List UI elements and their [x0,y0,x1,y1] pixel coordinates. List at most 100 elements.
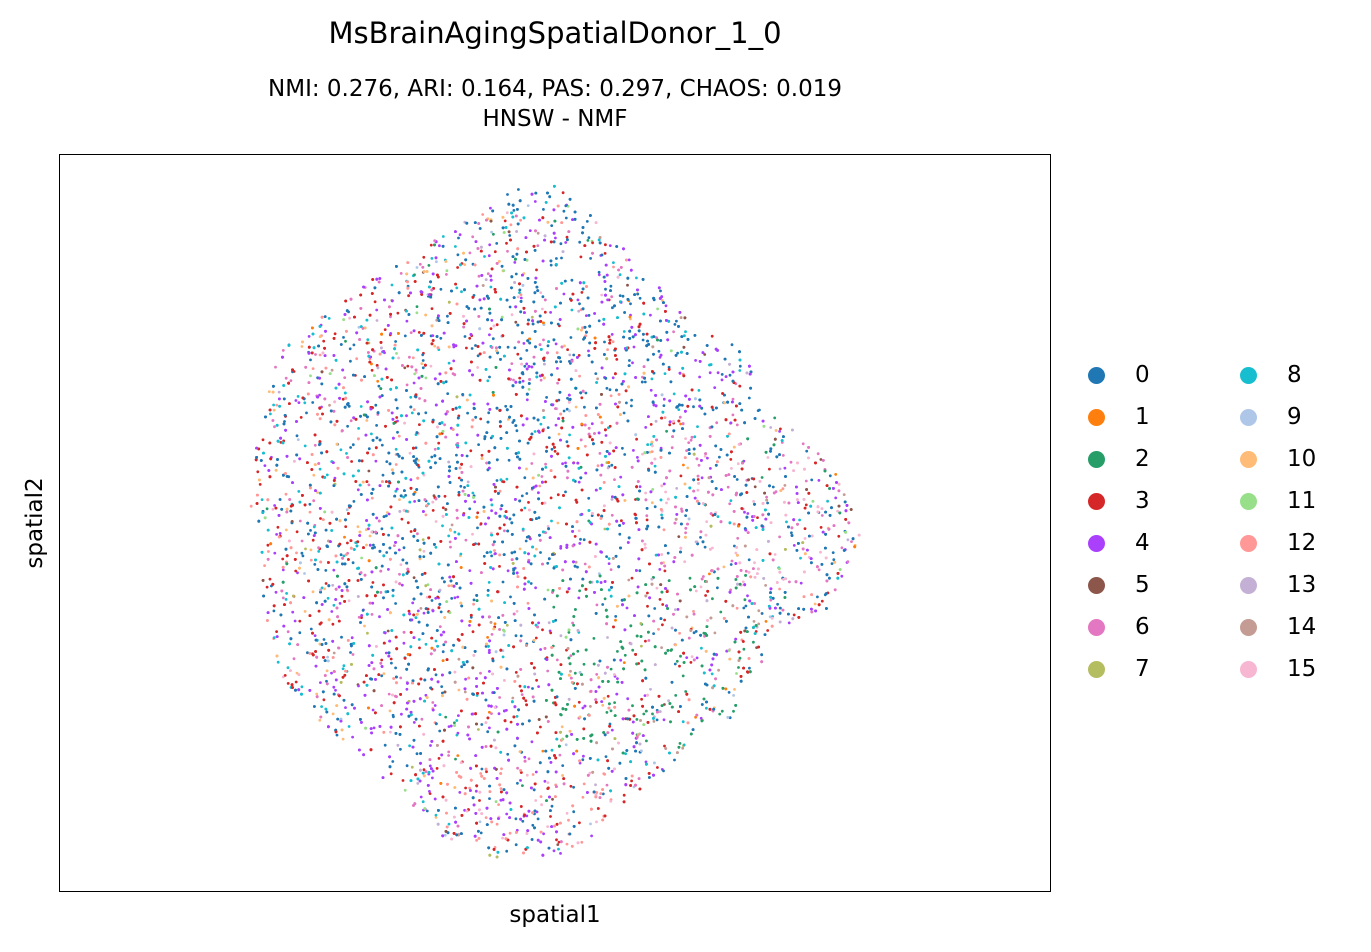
scatter-point [622,330,626,333]
scatter-point [516,781,519,785]
scatter-point [756,516,759,519]
scatter-point [619,658,623,662]
scatter-point [609,568,613,571]
scatter-point [495,822,499,826]
scatter-point [456,266,459,269]
scatter-point [486,379,490,383]
scatter-point [530,315,534,319]
scatter-point [677,535,681,538]
scatter-point [389,772,393,776]
scatter-point [561,416,565,420]
scatter-point [415,752,419,756]
scatter-point [514,671,518,674]
scatter-point [660,299,664,302]
scatter-point [716,371,720,375]
scatter-point [315,692,319,696]
scatter-point [698,375,701,379]
scatter-point [535,678,538,682]
scatter-point [400,583,404,587]
scatter-point [773,416,777,420]
scatter-point [419,795,423,799]
scatter-point [286,682,290,685]
scatter-point [443,494,447,498]
scatter-point [428,792,432,795]
scatter-point [313,443,317,447]
scatter-point [610,295,614,299]
scatter-point [616,677,619,680]
scatter-point [708,371,712,375]
scatter-point [842,493,846,496]
scatter-point [349,651,352,654]
scatter-point [651,712,654,716]
scatter-point [603,252,607,255]
scatter-point [483,437,487,441]
scatter-point [510,362,514,365]
scatter-point [342,336,345,339]
scatter-point [792,613,796,617]
scatter-point [431,701,435,704]
scatter-point [424,693,428,697]
scatter-point [719,610,723,614]
scatter-point [312,499,316,503]
scatter-point [456,253,460,257]
scatter-point [650,450,654,453]
scatter-point [438,729,442,733]
scatter-point [425,809,429,813]
scatter-point [309,358,312,362]
scatter-point [458,791,462,794]
scatter-point [366,338,370,341]
scatter-point [658,598,662,601]
scatter-point [295,551,298,555]
scatter-point [676,608,680,611]
scatter-point [431,509,435,512]
scatter-point [728,373,732,377]
scatter-point [631,361,634,365]
scatter-point [429,364,433,368]
scatter-point [352,343,356,347]
scatter-point [490,554,493,558]
scatter-point [424,642,428,646]
scatter-point [582,662,586,666]
scatter-point [572,623,575,627]
scatter-point [303,401,307,405]
scatter-point [261,438,265,442]
scatter-point [505,241,508,245]
scatter-point [658,568,662,571]
scatter-point [430,599,434,602]
scatter-point [388,709,392,713]
scatter-point [265,507,269,511]
scatter-point [311,590,315,594]
scatter-point [523,476,527,480]
scatter-point [711,408,715,412]
scatter-point [736,536,740,540]
scatter-point [710,672,714,676]
scatter-point [604,243,607,247]
scatter-point [539,795,543,798]
scatter-point [607,562,611,565]
scatter-point [434,520,438,523]
chart-title: MsBrainAgingSpatialDonor_1_0 [328,16,782,50]
scatter-point [663,703,666,706]
scatter-point [263,464,267,467]
scatter-point [583,562,587,566]
scatter-point [572,353,576,357]
scatter-point [673,662,677,666]
scatter-point [468,336,472,340]
scatter-point [685,449,688,452]
scatter-point [663,744,666,748]
scatter-point [308,510,312,514]
scatter-point [742,606,746,610]
scatter-point [368,534,372,538]
scatter-point [422,611,426,615]
scatter-point [758,408,761,412]
scatter-point [477,274,481,278]
scatter-point [799,556,802,560]
scatter-point [834,496,838,500]
scatter-point [621,446,624,450]
scatter-point [387,512,391,516]
scatter-point [616,650,619,653]
scatter-point [713,386,717,389]
scatter-point [525,398,529,402]
scatter-point [850,540,853,543]
scatter-point [657,349,661,353]
